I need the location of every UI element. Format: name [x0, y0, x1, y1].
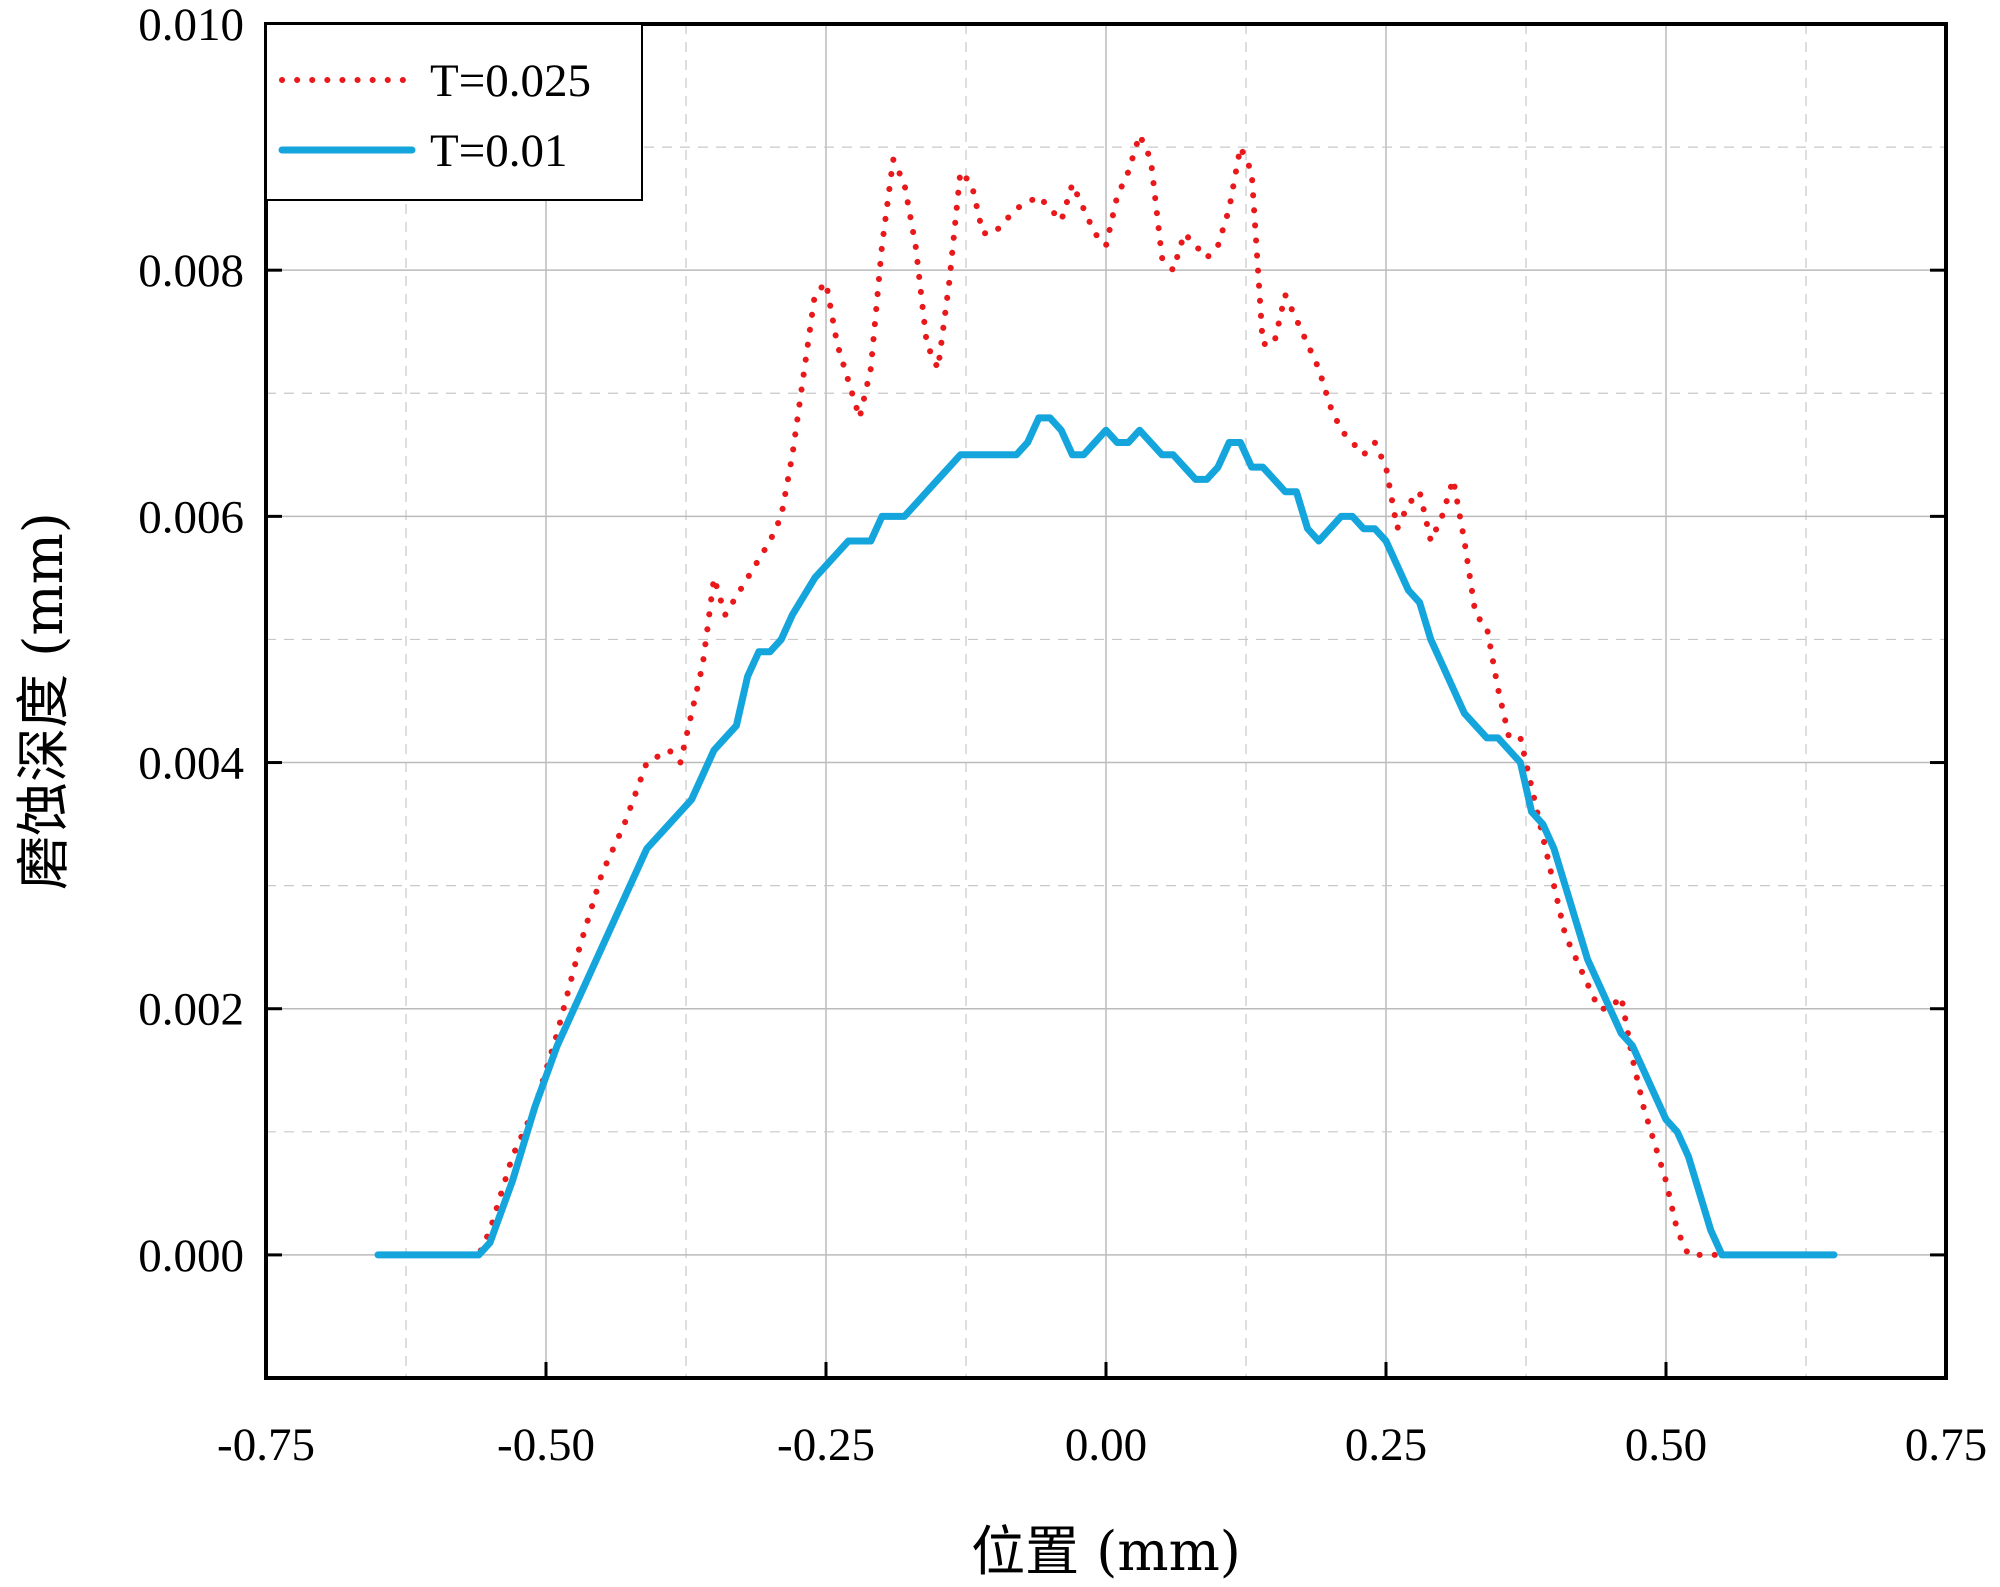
x-tick-label-1: -0.50	[497, 1419, 595, 1471]
y-tick-label-1: 0.002	[138, 984, 244, 1036]
series-line-0	[375, 131, 1837, 1258]
y-tick-label-3: 0.006	[138, 491, 244, 543]
x-tick-label-6: 0.75	[1905, 1419, 1987, 1471]
axis-ticks: -0.75 -0.50 -0.25 0.00 0.25 0.50 0.75 0.000 0.00…	[138, 0, 1987, 1471]
y-tick-label-5: 0.010	[138, 0, 244, 51]
x-tick-label-4: 0.25	[1345, 1419, 1427, 1471]
x-tick-label-0: -0.75	[217, 1419, 315, 1471]
y-tick-label-4: 0.008	[138, 245, 244, 297]
y-tick-label-2: 0.004	[138, 738, 244, 790]
legend: T=0.025 T=0.01	[265, 23, 643, 201]
legend-box	[265, 23, 643, 201]
series-lines	[374, 131, 1838, 1259]
x-tick-label-5: 0.50	[1625, 1419, 1707, 1471]
x-tick-label-3: 0.00	[1065, 1419, 1147, 1471]
x-axis-title: 位置 (mm)	[971, 1520, 1241, 1583]
legend-label-t0025: T=0.025	[430, 55, 591, 107]
series-line-1	[374, 414, 1838, 1259]
x-tick-label-2: -0.25	[777, 1419, 875, 1471]
legend-label-t001: T=0.01	[430, 125, 567, 177]
y-tick-label-0: 0.000	[138, 1230, 244, 1282]
y-axis-title: 磨蚀深度 (mm)	[12, 512, 75, 890]
